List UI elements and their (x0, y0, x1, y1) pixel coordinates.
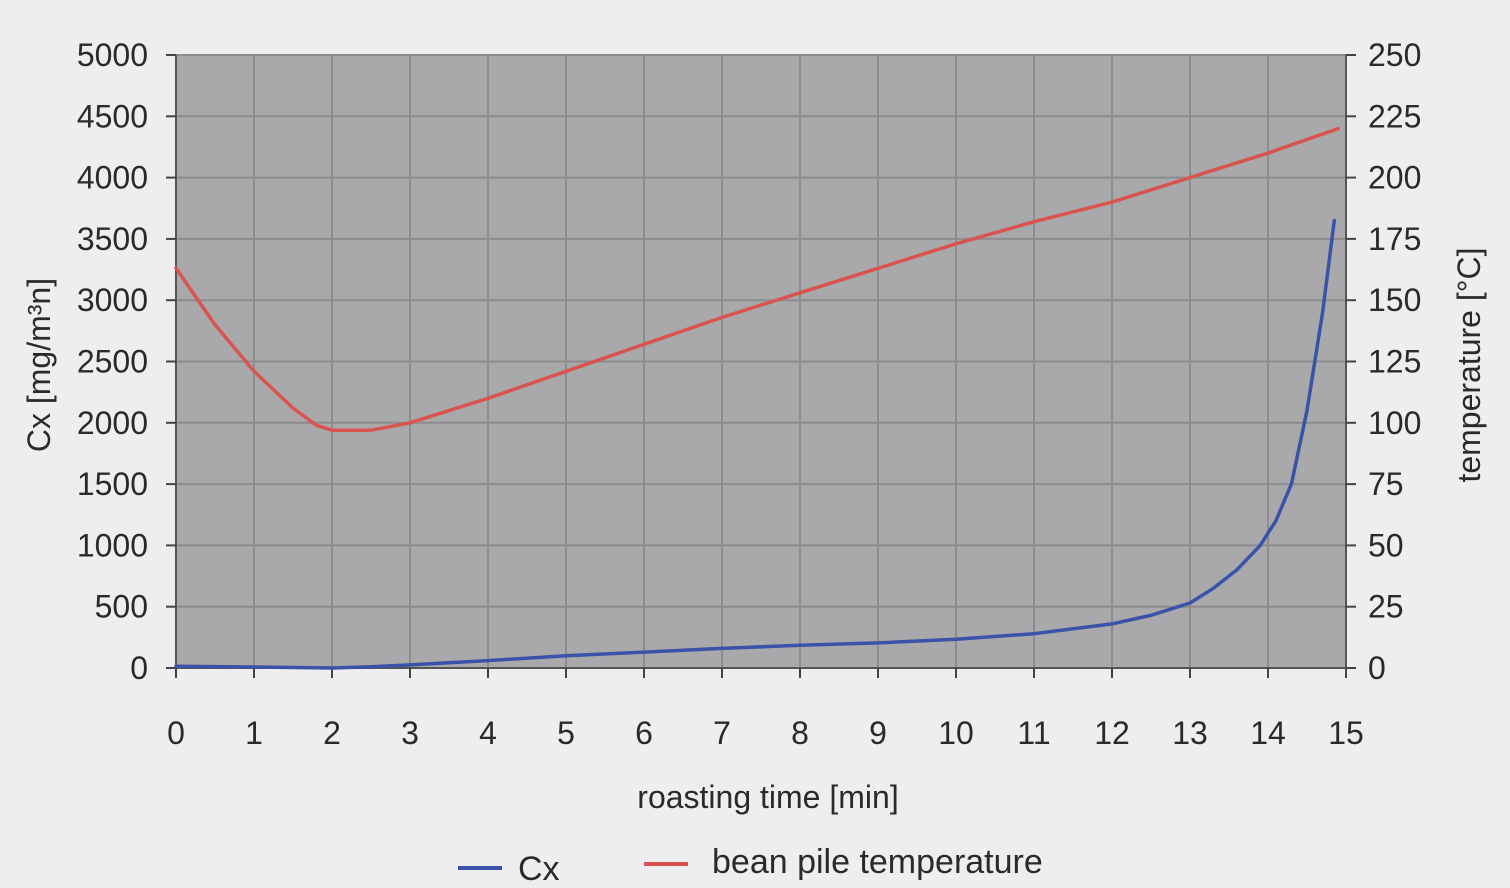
series-line-cx (174, 218, 1337, 670)
y-right-tick-label-175: 175 (1368, 221, 1421, 257)
x-tick-label-15: 15 (1328, 715, 1364, 751)
y-left-tick-label-0: 0 (130, 650, 148, 686)
series-line-bean-pile-temperature (174, 126, 1340, 432)
x-tick-label-6: 6 (635, 715, 653, 751)
y-right-tick-label-50: 50 (1368, 527, 1404, 563)
y-right-tick-labels: 0 25 50 75 100 125 150 175 200 225 250 (1368, 37, 1421, 686)
x-tick-label-11: 11 (1017, 715, 1050, 751)
x-tick-label-9: 9 (869, 715, 887, 751)
x-axis-title: roasting time [min] (637, 779, 898, 815)
y-left-tick-label-2500: 2500 (77, 344, 148, 380)
y-right-tick-label-0: 0 (1368, 650, 1386, 686)
y-right-tick-label-150: 150 (1368, 282, 1421, 318)
legend-label-cx: Cx (518, 850, 560, 888)
y-left-tick-label-3500: 3500 (77, 221, 148, 257)
y-left-tick-labels: 0 500 1000 1500 2000 2500 3000 3500 4000 4500 5000 (77, 37, 148, 686)
x-axis-tick-labels: 0 1 2 3 4 5 6 7 8 9 10 11 12 13 14 15 (167, 715, 1364, 751)
y-left-tick-label-3000: 3000 (77, 282, 148, 318)
y-left-tick-label-1500: 1500 (77, 466, 148, 502)
y-left-tick-label-4000: 4000 (77, 160, 148, 196)
y-left-axis-title: Cx [mg/m³n] (21, 278, 57, 452)
y-right-tick-label-250: 250 (1368, 37, 1421, 73)
legend: Cx bean pile temperature (458, 843, 1043, 888)
y-right-tick-label-100: 100 (1368, 405, 1421, 441)
y-left-tick-label-500: 500 (95, 589, 148, 625)
y-right-tick-label-25: 25 (1368, 589, 1404, 625)
x-tick-label-7: 7 (713, 715, 731, 751)
grid (175, 54, 1347, 669)
y-right-tick-label-125: 125 (1368, 344, 1421, 380)
x-tick-label-5: 5 (557, 715, 575, 751)
y-left-tick-label-5000: 5000 (77, 37, 148, 73)
y-left-tick-label-4500: 4500 (77, 98, 148, 134)
x-tick-label-13: 13 (1172, 715, 1208, 751)
y-left-tick-label-2000: 2000 (77, 405, 148, 441)
x-tick-label-0: 0 (167, 715, 185, 751)
y-right-tick-label-75: 75 (1368, 466, 1404, 502)
x-tick-label-4: 4 (479, 715, 497, 751)
y-left-tick-label-1000: 1000 (77, 527, 148, 563)
x-tick-label-12: 12 (1094, 715, 1130, 751)
x-tick-label-1: 1 (245, 715, 263, 751)
y-right-tick-label-225: 225 (1368, 98, 1421, 134)
x-tick-label-10: 10 (938, 715, 974, 751)
x-tick-label-2: 2 (323, 715, 341, 751)
legend-label-bean-pile-temperature: bean pile temperature (712, 843, 1043, 881)
x-tick-label-8: 8 (791, 715, 809, 751)
y-right-axis-title: temperature [°C] (1451, 247, 1487, 482)
y-right-tick-label-200: 200 (1368, 160, 1421, 196)
x-tick-label-3: 3 (401, 715, 419, 751)
x-tick-label-14: 14 (1250, 715, 1286, 751)
series-lines (174, 126, 1340, 670)
